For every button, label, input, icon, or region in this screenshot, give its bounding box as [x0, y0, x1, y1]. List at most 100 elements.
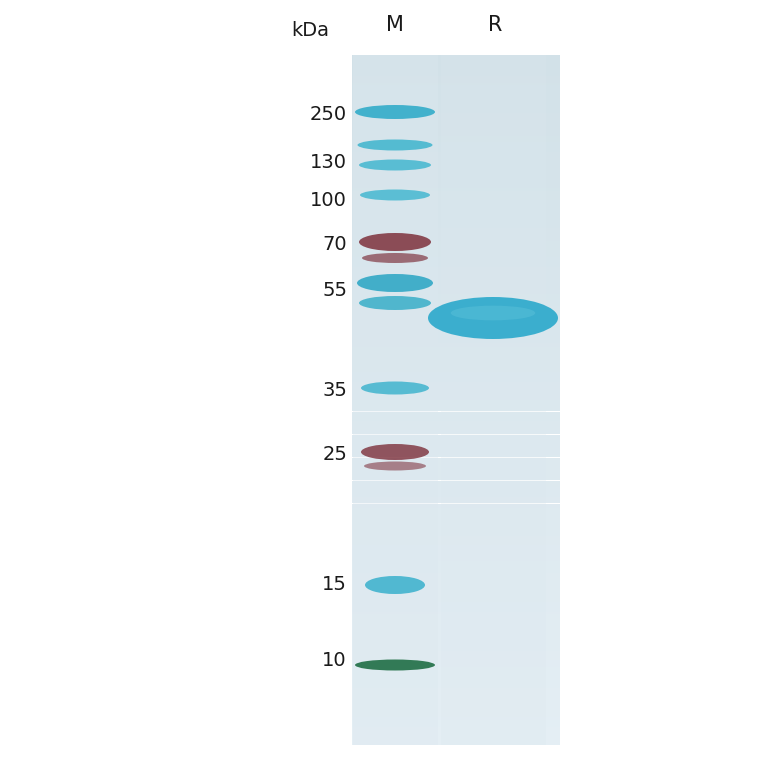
- Bar: [352, 94, 560, 96]
- Bar: [352, 262, 560, 264]
- Bar: [352, 419, 560, 421]
- Bar: [352, 260, 560, 262]
- Bar: [352, 510, 560, 513]
- Bar: [352, 131, 560, 133]
- Bar: [352, 367, 560, 370]
- Bar: [352, 319, 560, 322]
- Bar: [352, 581, 560, 584]
- Bar: [352, 108, 560, 110]
- Bar: [352, 421, 560, 423]
- Bar: [352, 299, 560, 301]
- Bar: [352, 593, 560, 595]
- Bar: [352, 446, 560, 448]
- Bar: [352, 163, 560, 165]
- Bar: [352, 405, 560, 407]
- Bar: [352, 216, 560, 219]
- Ellipse shape: [358, 140, 432, 151]
- Bar: [352, 294, 560, 296]
- Bar: [352, 644, 560, 646]
- Bar: [352, 414, 560, 416]
- Bar: [352, 448, 560, 451]
- Bar: [352, 733, 560, 736]
- Bar: [352, 428, 560, 430]
- Bar: [352, 248, 560, 251]
- Bar: [352, 614, 560, 617]
- Bar: [352, 142, 560, 144]
- Bar: [352, 685, 560, 688]
- Bar: [352, 478, 560, 481]
- Bar: [352, 501, 560, 503]
- Ellipse shape: [359, 233, 431, 251]
- Bar: [352, 329, 560, 331]
- Bar: [352, 508, 560, 510]
- Bar: [352, 55, 560, 57]
- Bar: [352, 287, 560, 290]
- Bar: [352, 531, 560, 533]
- Bar: [352, 722, 560, 724]
- Bar: [352, 384, 560, 386]
- Bar: [352, 672, 560, 674]
- Ellipse shape: [428, 297, 558, 339]
- Bar: [352, 292, 560, 294]
- Bar: [352, 513, 560, 515]
- Bar: [352, 552, 560, 554]
- Bar: [352, 595, 560, 597]
- Bar: [352, 633, 560, 635]
- Bar: [352, 529, 560, 531]
- Bar: [352, 649, 560, 651]
- Ellipse shape: [359, 160, 431, 170]
- Bar: [352, 315, 560, 317]
- Bar: [352, 600, 560, 602]
- Bar: [352, 121, 560, 124]
- Bar: [352, 154, 560, 156]
- Bar: [352, 515, 560, 517]
- Bar: [352, 310, 560, 312]
- Bar: [352, 308, 560, 310]
- Bar: [352, 554, 560, 556]
- Bar: [352, 165, 560, 168]
- Bar: [352, 76, 560, 78]
- Bar: [352, 345, 560, 347]
- Bar: [352, 351, 560, 354]
- Bar: [352, 410, 560, 412]
- Ellipse shape: [355, 659, 435, 671]
- Bar: [352, 715, 560, 717]
- Bar: [352, 678, 560, 681]
- Bar: [352, 196, 560, 198]
- Bar: [352, 62, 560, 64]
- Bar: [352, 257, 560, 260]
- Bar: [352, 549, 560, 552]
- Bar: [352, 303, 560, 306]
- Bar: [352, 602, 560, 604]
- Bar: [352, 151, 560, 154]
- Bar: [352, 503, 560, 506]
- Bar: [352, 202, 560, 205]
- Bar: [352, 490, 560, 492]
- Ellipse shape: [360, 189, 430, 200]
- Bar: [352, 430, 560, 432]
- Bar: [352, 160, 560, 163]
- Bar: [352, 182, 560, 184]
- Bar: [352, 494, 560, 497]
- Bar: [352, 667, 560, 669]
- Bar: [352, 588, 560, 591]
- Bar: [353, 55, 438, 745]
- Bar: [352, 727, 560, 729]
- Bar: [352, 492, 560, 494]
- Bar: [352, 219, 560, 221]
- Bar: [352, 177, 560, 180]
- Bar: [352, 205, 560, 207]
- Bar: [352, 173, 560, 175]
- Bar: [352, 396, 560, 398]
- Bar: [352, 607, 560, 610]
- Bar: [352, 697, 560, 699]
- Bar: [352, 692, 560, 694]
- Bar: [352, 669, 560, 672]
- Bar: [352, 538, 560, 540]
- Bar: [352, 296, 560, 299]
- Text: 250: 250: [310, 105, 347, 125]
- Bar: [352, 331, 560, 333]
- Bar: [352, 435, 560, 437]
- Bar: [352, 630, 560, 633]
- Bar: [352, 184, 560, 186]
